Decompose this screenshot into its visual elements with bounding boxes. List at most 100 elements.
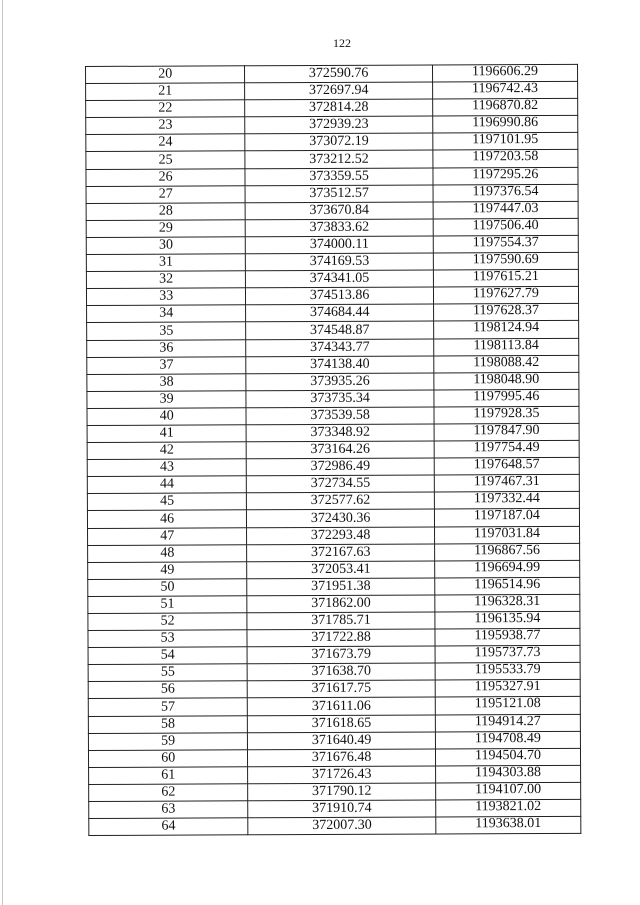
x-coordinate-cell: 371611.06 <box>247 697 436 716</box>
y-coordinate-cell: 1197847.90 <box>433 423 580 442</box>
x-coordinate-cell: 374548.87 <box>245 321 434 340</box>
x-coordinate-cell: 371676.48 <box>247 748 436 767</box>
y-coordinate-cell: 1197554.37 <box>433 235 579 254</box>
y-coordinate-cell: 1195327.91 <box>435 679 581 698</box>
point-number-cell: 44 <box>87 476 247 494</box>
y-coordinate-cell: 1194107.00 <box>435 782 581 801</box>
x-coordinate-cell: 371785.71 <box>247 611 435 630</box>
x-coordinate-cell: 371910.74 <box>248 800 436 818</box>
x-coordinate-cell: 371951.38 <box>247 577 435 596</box>
y-coordinate-cell: 1197101.95 <box>432 132 578 151</box>
x-coordinate-cell: 373670.84 <box>245 201 434 220</box>
y-coordinate-cell: 1197031.84 <box>434 526 580 544</box>
x-coordinate-cell: 372814.28 <box>244 99 433 118</box>
x-coordinate-cell: 374684.44 <box>245 304 434 323</box>
x-coordinate-cell: 372986.49 <box>246 458 435 477</box>
point-number-cell: 33 <box>86 288 246 306</box>
point-number-cell: 25 <box>85 151 246 170</box>
y-coordinate-cell: 1198113.84 <box>433 338 579 356</box>
y-coordinate-cell: 1197615.21 <box>433 269 579 288</box>
point-number-cell: 34 <box>86 305 246 323</box>
x-coordinate-cell: 371640.49 <box>247 731 436 750</box>
point-number-cell: 41 <box>87 424 247 443</box>
x-coordinate-cell: 371618.65 <box>247 714 436 733</box>
x-coordinate-cell: 373735.34 <box>246 389 434 408</box>
point-number-cell: 46 <box>87 510 247 529</box>
point-number-cell: 22 <box>85 99 246 118</box>
point-number-cell: 37 <box>86 356 247 375</box>
y-coordinate-cell: 1197467.31 <box>434 474 580 493</box>
point-number-cell: 63 <box>88 800 249 819</box>
x-coordinate-cell: 373164.26 <box>246 441 435 459</box>
y-coordinate-cell: 1194303.88 <box>435 765 581 783</box>
y-coordinate-cell: 1197995.46 <box>433 389 579 407</box>
point-number-cell: 40 <box>86 407 247 426</box>
point-number-cell: 31 <box>86 253 246 272</box>
y-coordinate-cell: 1198088.42 <box>433 355 579 373</box>
y-coordinate-cell: 1197376.54 <box>432 184 579 202</box>
table-row: 64 372007.30 1193638.01 <box>88 816 581 836</box>
y-coordinate-cell: 1195737.73 <box>434 645 581 664</box>
x-coordinate-cell: 374169.53 <box>245 253 434 271</box>
point-number-cell: 42 <box>87 441 247 460</box>
y-coordinate-cell: 1198048.90 <box>433 372 579 390</box>
y-coordinate-cell: 1197928.35 <box>433 406 580 424</box>
point-number-cell: 53 <box>87 629 248 648</box>
point-number-cell: 49 <box>87 561 248 580</box>
point-number-cell: 36 <box>86 339 247 358</box>
point-number-cell: 35 <box>86 322 247 340</box>
y-coordinate-cell: 1197332.44 <box>434 491 580 510</box>
point-number-cell: 50 <box>87 578 248 597</box>
point-number-cell: 61 <box>88 766 248 785</box>
x-coordinate-cell: 371790.12 <box>247 782 436 801</box>
y-coordinate-cell: 1195533.79 <box>434 662 581 681</box>
point-number-cell: 60 <box>88 749 248 768</box>
page-number: 122 <box>333 36 351 50</box>
y-coordinate-cell: 1195938.77 <box>434 628 581 647</box>
y-coordinate-cell: 1194708.49 <box>435 731 581 749</box>
point-number-cell: 55 <box>88 664 248 682</box>
x-coordinate-cell: 372167.63 <box>246 543 435 562</box>
x-coordinate-cell: 373512.57 <box>245 184 433 203</box>
x-coordinate-cell: 371726.43 <box>247 765 436 784</box>
point-number-cell: 30 <box>86 236 246 255</box>
x-coordinate-cell: 373072.19 <box>245 133 433 152</box>
x-coordinate-cell: 374000.11 <box>245 235 434 254</box>
point-number-cell: 38 <box>86 373 247 392</box>
y-coordinate-cell: 1196870.82 <box>432 98 578 117</box>
point-number-cell: 52 <box>87 612 248 631</box>
point-number-cell: 26 <box>85 168 246 187</box>
x-coordinate-cell: 373359.55 <box>245 167 433 186</box>
x-coordinate-cell: 371673.79 <box>247 646 435 665</box>
point-number-cell: 51 <box>87 595 248 614</box>
x-coordinate-cell: 373348.92 <box>246 423 435 442</box>
y-coordinate-cell: 1194504.70 <box>435 748 581 766</box>
x-coordinate-cell: 372053.41 <box>247 560 435 579</box>
table-row: 46 372430.36 1197187.04 <box>87 508 580 529</box>
y-coordinate-cell: 1197295.26 <box>432 167 579 185</box>
coordinates-table: 20 372590.76 1196606.29 21 372697.94 1196742.… <box>85 64 581 836</box>
x-coordinate-cell: 371638.70 <box>247 663 436 682</box>
y-coordinate-cell: 1197187.04 <box>434 508 580 527</box>
point-number-cell: 58 <box>88 715 248 734</box>
point-number-cell: 45 <box>87 493 247 511</box>
y-coordinate-cell: 1196328.31 <box>434 594 580 612</box>
x-coordinate-cell: 372430.36 <box>246 509 435 528</box>
point-number-cell: 27 <box>86 185 246 204</box>
x-coordinate-cell: 372293.48 <box>246 526 435 545</box>
table-body: 20 372590.76 1196606.29 21 372697.94 1196742.… <box>85 64 581 836</box>
y-coordinate-cell: 1197627.79 <box>433 286 579 305</box>
y-coordinate-cell: 1193638.01 <box>435 816 581 835</box>
point-number-cell: 56 <box>88 681 248 699</box>
table-row: 57 371611.06 1195121.08 <box>88 696 581 717</box>
point-number-cell: 39 <box>86 390 247 409</box>
x-coordinate-cell: 372577.62 <box>246 492 435 511</box>
x-coordinate-cell: 374513.86 <box>245 287 434 306</box>
y-coordinate-cell: 1196990.86 <box>432 115 578 134</box>
point-number-cell: 32 <box>86 270 246 289</box>
y-coordinate-cell: 1196742.43 <box>432 81 578 100</box>
point-number-cell: 54 <box>88 646 248 665</box>
x-coordinate-cell: 373935.26 <box>246 372 434 391</box>
point-number-cell: 23 <box>85 117 246 135</box>
y-coordinate-cell: 1197648.57 <box>434 457 580 476</box>
